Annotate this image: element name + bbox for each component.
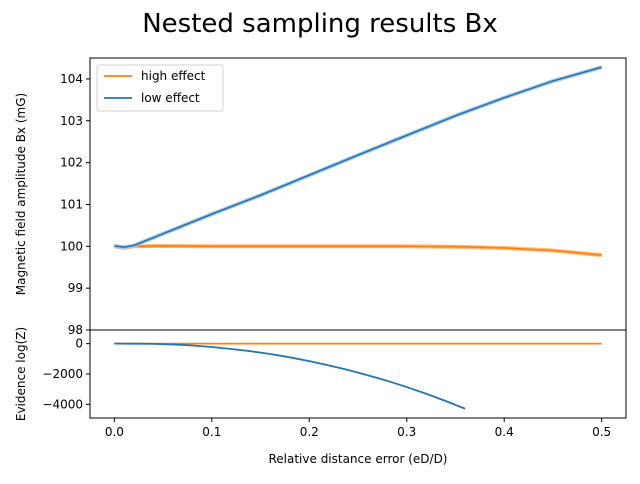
- legend-high-effect-label: high effect: [141, 69, 206, 83]
- top-y-tick-label: 99: [68, 281, 83, 295]
- top-y-tick-label: 98: [68, 323, 83, 337]
- figure-title: Nested sampling results Bx: [142, 9, 498, 39]
- x-tick-label: 0.5: [592, 425, 611, 439]
- top-series-lines: [114, 65, 603, 258]
- top-y-tick-label: 103: [60, 114, 83, 128]
- bottom-series-line: [114, 342, 466, 410]
- x-tick-label: 0.4: [495, 425, 514, 439]
- x-axis-label: Relative distance error (eD/D): [268, 452, 447, 466]
- bottom-ticks: 0 −2000 −4000 0.0 0.1 0.2 0.3 0.4 0.5: [42, 337, 611, 439]
- legend-low-effect-label: low effect: [141, 91, 200, 105]
- bottom-series-lines: [114, 342, 602, 410]
- x-tick-label: 0.0: [105, 425, 124, 439]
- top-y-axis-label: Magnetic field amplitude Bx (mG): [14, 93, 28, 295]
- bottom-y-tick-label: −2000: [42, 367, 83, 381]
- bottom-y-tick-label: −4000: [42, 397, 83, 411]
- top-y-tick-label: 102: [60, 156, 83, 170]
- top-panel: 98 99 100 101 102 103 104 Magnetic field ampli…: [14, 57, 627, 337]
- top-y-tick-label: 100: [60, 239, 83, 253]
- bottom-axes-frame: [89, 329, 627, 419]
- bottom-y-axis-label: Evidence log(Z): [14, 327, 28, 421]
- bottom-y-tick-label: 0: [75, 337, 83, 351]
- top-series-line: [114, 66, 602, 248]
- legend: high effect low effect: [96, 64, 224, 112]
- x-tick-label: 0.3: [397, 425, 416, 439]
- top-y-tick-label: 101: [60, 197, 83, 211]
- bottom-panel: 0 −2000 −4000 0.0 0.1 0.2 0.3 0.4 0.5 Evidence l…: [14, 327, 627, 466]
- top-y-tick-label: 104: [60, 72, 83, 86]
- x-tick-label: 0.2: [300, 425, 319, 439]
- top-series-band: [114, 243, 602, 258]
- top-y-ticks: 98 99 100 101 102 103 104: [60, 72, 90, 337]
- x-tick-label: 0.1: [202, 425, 221, 439]
